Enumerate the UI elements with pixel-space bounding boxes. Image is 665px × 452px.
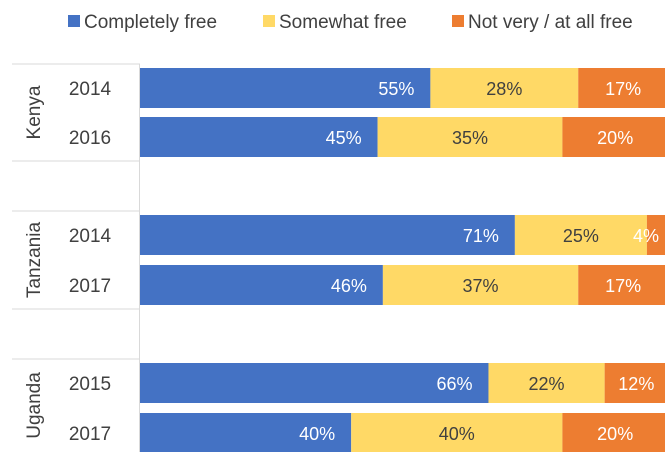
bar-segment-somewhat-free — [514, 215, 647, 255]
year-tick-label: 2014 — [69, 226, 112, 247]
data-label: 22% — [529, 374, 565, 394]
bar-segment-completely-free — [140, 265, 383, 305]
data-label: 35% — [452, 128, 488, 148]
legend-label-1: Somewhat free — [279, 12, 407, 33]
data-label: 40% — [439, 424, 475, 444]
data-label: 46% — [331, 276, 367, 296]
data-label: 25% — [563, 226, 599, 246]
data-label: 71% — [463, 226, 499, 246]
year-tick-label: 2016 — [69, 128, 111, 149]
year-tick-label: 2017 — [69, 276, 111, 297]
legend-swatch-0 — [68, 15, 80, 27]
legend-swatch-1 — [263, 15, 275, 27]
data-label: 40% — [299, 424, 335, 444]
bar-segment-somewhat-free — [382, 265, 579, 305]
group-label-kenya: Kenya — [24, 85, 45, 139]
data-label: 4% — [633, 226, 659, 246]
bar-segment-somewhat-free — [377, 117, 563, 157]
bar-segment-somewhat-free — [488, 363, 605, 403]
data-label: 20% — [597, 128, 633, 148]
bar-segment-completely-free — [140, 68, 431, 108]
bar-segment-somewhat-free — [351, 413, 563, 452]
bar-segment-not-very-at-all-free — [646, 215, 665, 255]
data-label: 20% — [597, 424, 633, 444]
data-label: 28% — [486, 79, 522, 99]
data-label: 17% — [605, 276, 641, 296]
bar-segment-not-very-at-all-free — [578, 68, 665, 108]
data-label: 66% — [436, 374, 472, 394]
year-tick-label: 2017 — [69, 424, 111, 445]
group-label-uganda: Uganda — [24, 372, 45, 439]
data-label: 12% — [618, 374, 654, 394]
bar-segment-completely-free — [140, 117, 378, 157]
year-tick-label: 2014 — [69, 79, 112, 100]
bar-segment-completely-free — [140, 413, 352, 452]
bar-segment-not-very-at-all-free — [578, 265, 665, 305]
legend-label-2: Not very / at all free — [468, 12, 633, 33]
year-tick-label: 2015 — [69, 374, 111, 395]
bar-segment-not-very-at-all-free — [562, 117, 665, 157]
data-label: 37% — [463, 276, 499, 296]
bar-segment-somewhat-free — [430, 68, 579, 108]
bar-segment-not-very-at-all-free — [562, 413, 665, 452]
bar-segment-not-very-at-all-free — [604, 363, 665, 403]
bar-segment-completely-free — [140, 363, 489, 403]
data-label: 55% — [378, 79, 414, 99]
group-label-tanzania: Tanzania — [24, 222, 45, 298]
legend-swatch-2 — [452, 15, 464, 27]
data-label: 17% — [605, 79, 641, 99]
data-label: 45% — [326, 128, 362, 148]
bar-segment-completely-free — [140, 215, 515, 255]
legend-label-0: Completely free — [84, 12, 217, 33]
